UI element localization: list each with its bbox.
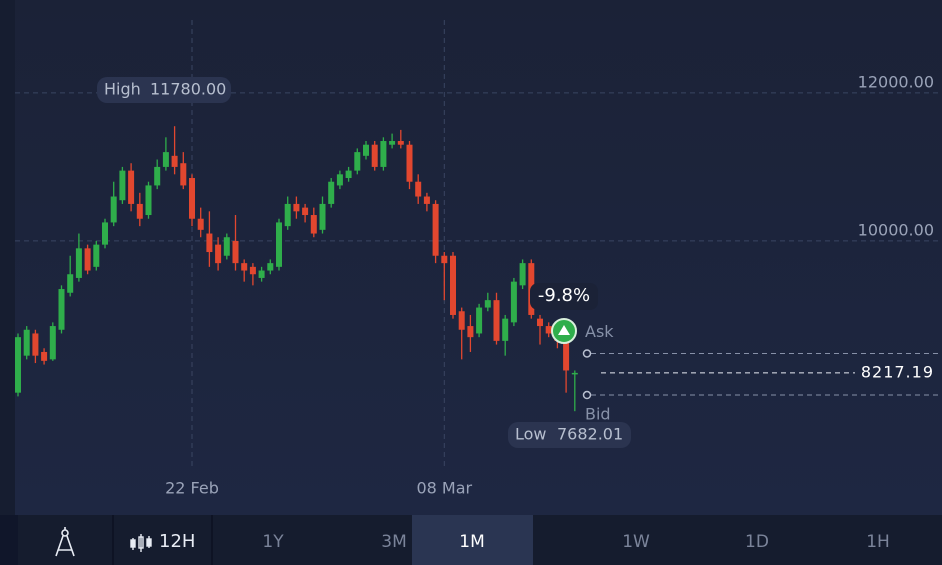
candle-body	[423, 196, 430, 204]
candle-body	[58, 289, 65, 330]
candle-body	[493, 300, 500, 341]
change-badge	[530, 283, 598, 310]
candle-body	[380, 141, 387, 167]
range-button[interactable]: 1H	[866, 532, 890, 552]
candle-body	[32, 333, 39, 356]
candle-body	[319, 203, 326, 230]
candle-body	[189, 178, 195, 219]
ask-label: Ask	[585, 322, 614, 341]
candle-body	[441, 255, 448, 264]
candle-body	[258, 270, 265, 278]
candle-body	[571, 372, 578, 375]
candle-body	[162, 152, 169, 167]
candle-body	[215, 244, 222, 264]
candle-body	[354, 152, 361, 171]
candle-body	[450, 255, 456, 315]
candle-body	[276, 222, 282, 267]
candle-body	[345, 170, 352, 179]
bid-dot	[582, 390, 592, 400]
candle-type-button[interactable]	[130, 534, 152, 552]
high-label: High	[104, 80, 141, 99]
range-button[interactable]: 1M	[459, 532, 484, 552]
bid-label: Bid	[585, 405, 611, 424]
candle-body	[267, 263, 274, 271]
candle-body	[537, 318, 543, 327]
candle-body	[336, 174, 343, 186]
candle-body	[197, 218, 204, 230]
candle-body	[241, 263, 248, 271]
range-button[interactable]: 1W	[622, 532, 650, 552]
candle-body	[75, 248, 82, 278]
candle-body	[563, 329, 570, 371]
change-label: -9.8%	[538, 285, 590, 306]
high-badge	[97, 77, 231, 103]
toolbar-edge	[0, 515, 18, 565]
candle-body	[145, 185, 152, 216]
candle-body	[397, 141, 404, 145]
candle-body	[67, 274, 74, 293]
price-label: 8217.19	[861, 362, 934, 381]
low-badge	[508, 422, 631, 448]
candle-body	[23, 329, 30, 356]
low-value: 7682.01	[557, 425, 623, 444]
candle-body	[484, 300, 491, 308]
candle-body	[232, 240, 239, 264]
candle-body	[476, 307, 483, 334]
candle-body	[84, 248, 91, 271]
candle-body	[458, 311, 465, 330]
draw-tool-button[interactable]	[55, 527, 75, 557]
candle-body	[363, 144, 369, 156]
ask-dot	[582, 349, 592, 358]
candle-body	[371, 144, 378, 167]
candle-body	[110, 196, 117, 223]
x-tick-label: 08 Mar	[416, 479, 472, 498]
range-button[interactable]: 1D	[745, 532, 769, 552]
candle-body	[206, 233, 213, 253]
candle-body	[302, 207, 309, 216]
candle-body	[223, 237, 230, 256]
candle-body	[406, 144, 413, 182]
range-button[interactable]: 1Y	[262, 532, 284, 552]
candle-body	[171, 155, 178, 167]
high-value: 11780.00	[150, 80, 226, 99]
candle-body	[328, 181, 335, 204]
left-strip	[0, 0, 15, 515]
candle-body	[510, 281, 517, 323]
candle-body	[432, 203, 439, 256]
x-tick-label: 22 Feb	[165, 479, 219, 498]
candle-body	[310, 215, 317, 234]
candle-body	[249, 266, 256, 275]
candle-body	[154, 166, 161, 186]
candle-body	[102, 222, 108, 245]
candle-body	[389, 141, 396, 145]
candle-body	[415, 181, 422, 197]
candle-body	[93, 244, 100, 267]
candle-body	[128, 170, 135, 204]
y-tick-label: 12000.00	[858, 72, 934, 91]
candle-body	[136, 203, 143, 219]
candle-body	[284, 203, 291, 227]
y-tick-label: 10000.00	[858, 220, 934, 239]
active-range-bg	[412, 515, 533, 565]
candle-body	[545, 326, 552, 334]
candle-body	[180, 163, 187, 186]
trade-arrow	[558, 325, 570, 335]
candle-body	[502, 318, 509, 341]
low-label: Low	[515, 425, 547, 444]
candle-body	[15, 337, 21, 393]
range-button[interactable]: 3M	[381, 532, 406, 552]
interval-label[interactable]: 12H	[159, 531, 195, 552]
candle-body	[119, 170, 126, 201]
candle-body	[293, 203, 300, 212]
candle-body	[467, 326, 474, 338]
candle-body	[49, 326, 56, 360]
candle-body	[519, 263, 526, 286]
candle-body	[41, 351, 48, 361]
